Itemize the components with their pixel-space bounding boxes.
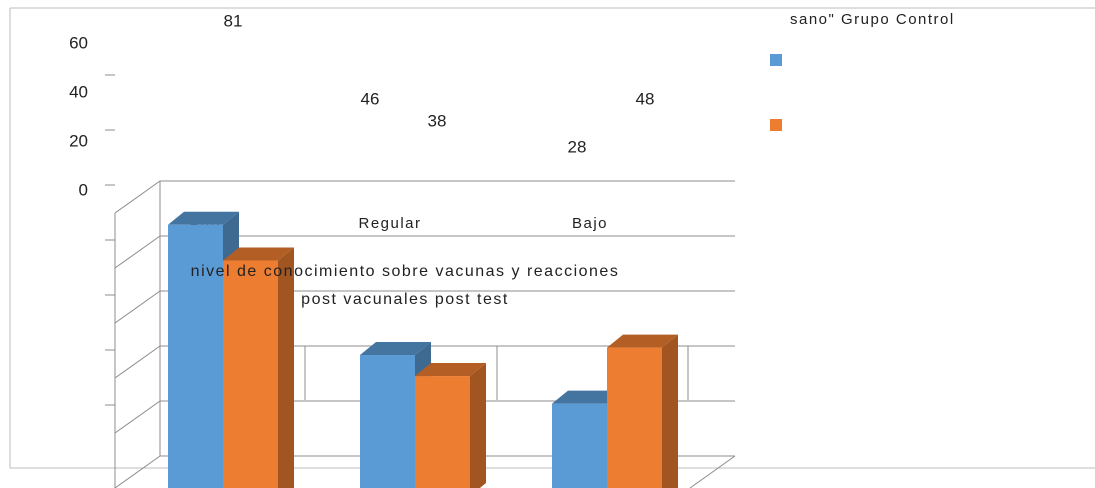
data-label: 81 <box>224 11 243 30</box>
bar-top <box>168 211 239 225</box>
bar <box>415 376 470 488</box>
bar <box>360 355 415 488</box>
legend-swatch <box>770 119 782 131</box>
bar-side <box>662 334 678 488</box>
legend-text: sano" Grupo Control <box>790 11 955 28</box>
data-label: 48 <box>636 89 655 108</box>
bar-top <box>607 334 678 348</box>
y-tick-label: 0 <box>79 180 88 199</box>
data-label: 28 <box>568 137 587 156</box>
bar <box>223 260 278 488</box>
bar <box>552 403 607 488</box>
bar-top <box>552 390 623 404</box>
bar-top <box>223 247 294 261</box>
bar-top <box>360 342 431 356</box>
bar-side <box>278 247 294 488</box>
bar <box>168 224 223 488</box>
data-label: 38 <box>428 111 447 130</box>
y-tick-label: 60 <box>69 33 88 52</box>
bar-side <box>470 363 486 488</box>
legend-swatch <box>770 54 782 66</box>
x-tick-label: Bajo <box>572 215 608 232</box>
x-tick-label: Regular <box>358 215 421 232</box>
y-tick-label: 20 <box>69 131 88 150</box>
data-label: 46 <box>361 89 380 108</box>
bar-top <box>415 363 486 377</box>
bar <box>607 347 662 488</box>
x-axis-title: nivel de conocimiento sobre vacunas y re… <box>190 263 620 308</box>
y-tick-label: 40 <box>69 82 88 101</box>
